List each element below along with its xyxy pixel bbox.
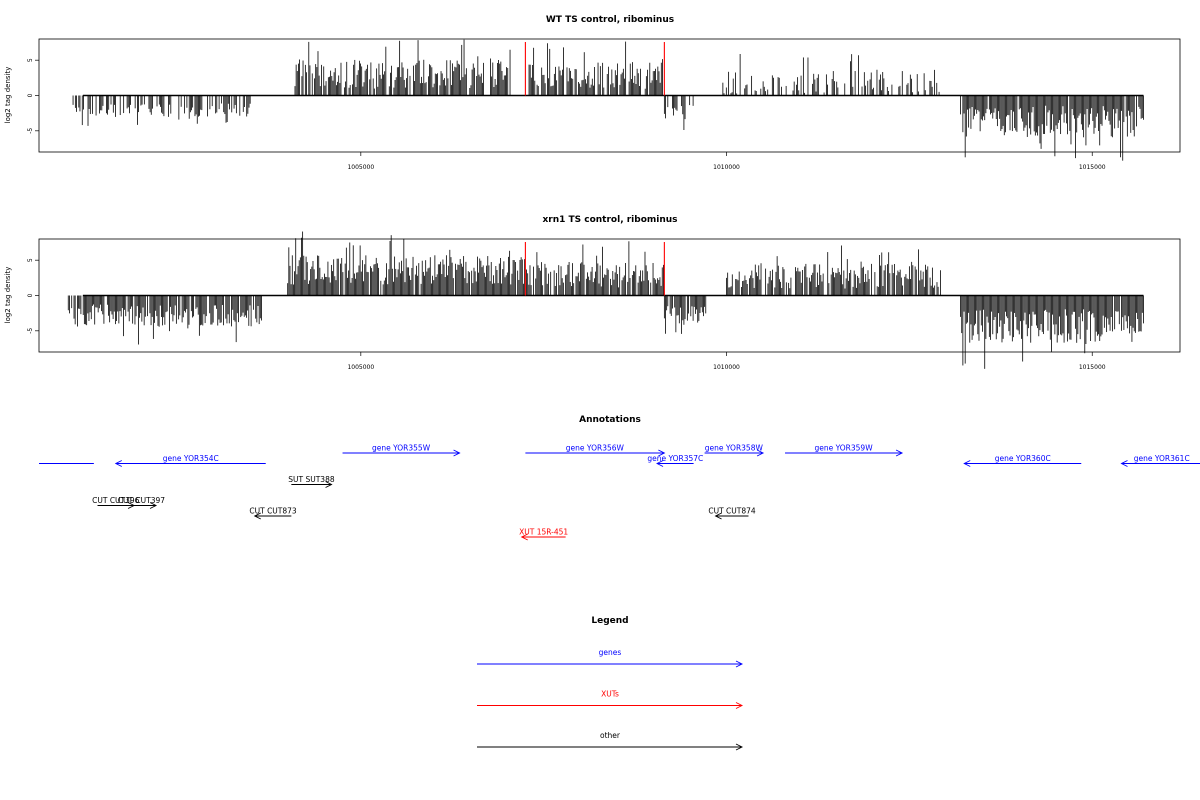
- feature-label: CUT CUT396: [92, 496, 140, 505]
- legend-panel: Legend genes XUTs other: [477, 616, 744, 751]
- xrn1-track-panel: xrn1 TS control, ribominus log2 tag dens…: [4, 215, 1181, 371]
- xrn1-y-ticks: -5 0 5: [27, 258, 39, 334]
- feature-label: CUT CUT397: [118, 496, 166, 505]
- legend-entry: XUTs: [477, 690, 744, 709]
- annotation-feature: gene YOR359W: [785, 444, 904, 457]
- annotation-feature: gene YOR358W: [704, 444, 765, 457]
- arrowhead-right: [658, 449, 666, 457]
- y-tick-label: 0: [27, 293, 34, 297]
- arrowhead-left: [1120, 460, 1128, 467]
- annotation-feature: gene YOR354C: [114, 454, 266, 467]
- x-tick-label: 1005000: [347, 164, 374, 171]
- arrowhead-right: [895, 449, 904, 457]
- feature-label: CUT CUT873: [249, 507, 297, 516]
- annotation-feature: gene YOR361C: [1120, 454, 1200, 467]
- arrowhead-right: [325, 481, 333, 488]
- annotation-feature: gene YOR357C: [647, 454, 703, 467]
- wt-markers: [524, 42, 665, 96]
- wt-bars: [72, 39, 1144, 161]
- xrn1-y-axis-label: log2 tag density: [4, 267, 12, 324]
- annotation-feature: gene YOR355W: [342, 444, 461, 457]
- xrn1-track-title: xrn1 TS control, ribominus: [542, 215, 677, 225]
- x-tick-label: 1005000: [347, 364, 374, 371]
- feature-label: gene YOR354C: [163, 454, 219, 463]
- xrn1-markers: [524, 242, 665, 296]
- x-tick-label: 1015000: [1079, 164, 1106, 171]
- arrowhead-left: [114, 460, 122, 467]
- y-tick-label: 0: [27, 93, 34, 97]
- annotations-title: Annotations: [579, 415, 641, 425]
- x-tick-label: 1015000: [1079, 364, 1106, 371]
- feature-label: gene YOR358W: [705, 444, 764, 453]
- feature-label: gene YOR355W: [372, 444, 431, 453]
- legend-arrowhead: [735, 660, 744, 668]
- arrowhead-left: [520, 533, 528, 541]
- legend-label: XUTs: [601, 690, 619, 699]
- y-tick-label: -5: [27, 328, 34, 334]
- legend-title: Legend: [591, 616, 628, 626]
- y-tick-label: 5: [27, 258, 34, 262]
- annotation-feature: CUT CUT397: [118, 496, 166, 509]
- legend-entry: genes: [477, 648, 744, 668]
- x-tick-label: 1010000: [713, 164, 740, 171]
- legend-arrowhead: [735, 702, 744, 709]
- annotation-feature: CUT CUT873: [249, 507, 297, 520]
- feature-label: CUT CUT874: [708, 507, 756, 516]
- wt-y-axis-label: log2 tag density: [4, 67, 12, 124]
- wt-track-title: WT TS control, ribominus: [546, 15, 674, 25]
- legend-entry: other: [477, 731, 744, 751]
- annotation-features: gene YOR354C gene YOR355W gene YOR356W gene…: [39, 444, 1200, 541]
- feature-label: gene YOR357C: [647, 454, 703, 463]
- x-tick-label: 1010000: [713, 364, 740, 371]
- annotation-feature: gene YOR356W: [525, 444, 666, 457]
- feature-label: gene YOR360C: [995, 454, 1051, 463]
- arrowhead-left: [714, 512, 722, 520]
- legend-arrowhead: [735, 743, 744, 751]
- legend-label: genes: [599, 648, 622, 657]
- feature-label: gene YOR356W: [566, 444, 625, 453]
- annotation-feature: gene YOR360C: [963, 454, 1082, 467]
- feature-label: gene YOR359W: [814, 444, 873, 453]
- xrn1-x-ticks: 1005000 1010000 1015000: [347, 352, 1106, 371]
- wt-x-ticks: 1005000 1010000 1015000: [347, 152, 1106, 171]
- arrowhead-left: [963, 460, 971, 467]
- arrowhead-right: [756, 449, 765, 457]
- y-tick-label: -5: [27, 128, 34, 134]
- legend-entries: genes XUTs other: [477, 648, 744, 751]
- feature-label: XUT 15R-451: [519, 528, 568, 537]
- annotation-feature: CUT CUT874: [708, 507, 756, 520]
- xrn1-bars: [67, 231, 1144, 369]
- feature-label: SUT SUT388: [288, 475, 335, 484]
- arrowhead-right: [453, 449, 461, 457]
- arrowhead-left: [253, 512, 261, 520]
- y-tick-label: 5: [27, 58, 34, 62]
- annotation-feature: SUT SUT388: [288, 475, 335, 488]
- arrowhead-left: [656, 460, 664, 467]
- arrowhead-right: [149, 502, 158, 509]
- annotation-feature: XUT 15R-451: [519, 528, 568, 541]
- legend-label: other: [600, 731, 621, 740]
- feature-label: gene YOR361C: [1134, 454, 1190, 463]
- wt-track-panel: WT TS control, ribominus log2 tag densit…: [4, 15, 1181, 171]
- wt-y-ticks: -5 0 5: [27, 58, 39, 134]
